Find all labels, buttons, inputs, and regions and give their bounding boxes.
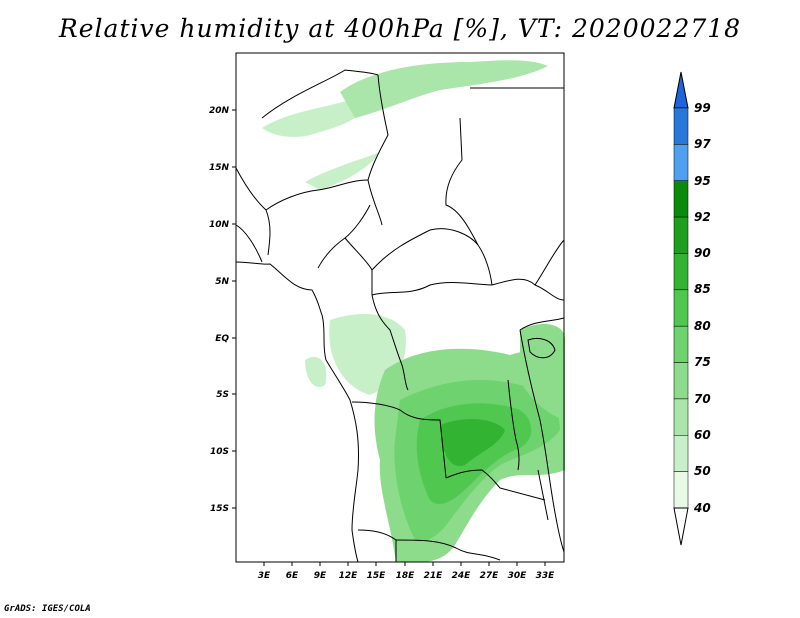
border-nigeria-cameroon (317, 204, 371, 269)
border-zambia-south (395, 539, 501, 561)
colorbar-label: 90 (694, 246, 711, 260)
lake-victoria (527, 337, 556, 359)
lat-label: 5N (215, 277, 229, 287)
border-sudan-south (491, 278, 565, 301)
colorbar: 99 97 95 92 90 85 80 75 70 60 50 40 (673, 71, 711, 546)
lon-label: 9E (314, 571, 327, 581)
border-angola-zambia (445, 469, 501, 489)
lon-label: 18E (396, 571, 416, 581)
lon-label: 6E (286, 571, 299, 581)
lon-label: 21E (424, 571, 444, 581)
rh-patch-west-2 (305, 356, 327, 388)
colorbar-box (673, 253, 689, 291)
lat-label: 10N (209, 220, 230, 230)
lon-label: 30E (508, 571, 528, 581)
credit-label: GrADS: IGES/COLA (4, 604, 91, 614)
lon-label: 15E (367, 571, 387, 581)
colorbar-box (673, 362, 689, 400)
colorbar-bottom-arrow (673, 507, 689, 546)
lon-label: 27E (480, 571, 500, 581)
colorbar-top-arrow (673, 71, 689, 109)
lat-label: 10S (210, 447, 229, 457)
colorbar-box (673, 144, 689, 181)
border-east-africa (519, 329, 565, 553)
colorbar-label: 92 (694, 210, 711, 224)
country-borders (235, 69, 565, 563)
map-frame (235, 52, 565, 563)
colorbar-label: 85 (694, 282, 711, 296)
border-congo-drc (371, 294, 409, 391)
lon-label: 3E (258, 571, 271, 581)
lon-label: 33E (536, 571, 556, 581)
lake-tanganyika (507, 379, 520, 471)
border-chad-east (445, 117, 493, 286)
border-libya (367, 74, 389, 226)
rh-patch-north (262, 96, 365, 137)
colorbar-label: 75 (694, 355, 711, 369)
lon-label: 24E (452, 571, 472, 581)
colorbar-box (673, 398, 689, 436)
colorbar-boxes (673, 107, 689, 509)
border-tanzania (499, 487, 546, 501)
lon-label: 12E (339, 571, 359, 581)
colorbar-box (673, 435, 689, 472)
border-uganda-kenya (519, 317, 565, 331)
colorbar-label: 97 (694, 137, 711, 151)
chart-title: Relative humidity at 400hPa [%], VT: 202… (58, 14, 742, 43)
coastline-west (235, 261, 359, 563)
lat-label: EQ (215, 334, 229, 344)
colorbar-box (673, 471, 689, 509)
colorbar-label: 40 (693, 501, 711, 515)
lake-malawi (537, 469, 549, 521)
border-angola-drc (351, 401, 447, 479)
colorbar-box (673, 289, 689, 327)
lat-label: 5S (216, 390, 229, 400)
colorbar-label: 50 (694, 464, 711, 478)
border-car-south (371, 282, 493, 296)
colorbar-label: 70 (694, 392, 711, 406)
border-namibia (357, 529, 397, 562)
colorbar-label: 60 (694, 428, 711, 442)
border-cameroon-chad (344, 237, 373, 295)
colorbar-label: 99 (694, 101, 711, 115)
lat-label: 20N (209, 106, 230, 116)
border-west-africa-1 (235, 167, 271, 256)
border-car-north (371, 228, 479, 271)
rh-patch-north-2 (340, 60, 548, 118)
border-ethiopia (534, 239, 565, 286)
colorbar-box (673, 216, 689, 254)
colorbar-box (673, 180, 689, 218)
colorbar-label: 95 (694, 174, 711, 188)
rh-patch-north-3 (305, 152, 380, 190)
border-west-africa-3 (235, 224, 263, 263)
lat-label: 15S (210, 504, 229, 514)
lat-axis: 20N 15N 10N 5N EQ 5S 10S 15S (209, 106, 236, 514)
humidity-field (262, 60, 565, 562)
lon-axis: 3E 6E 9E 12E 15E 18E 21E 24E 27E 30E 33E (258, 562, 555, 581)
colorbar-box (673, 325, 689, 363)
rh-patch-central-4 (440, 418, 505, 467)
colorbar-box (673, 107, 689, 145)
lat-label: 15N (209, 163, 230, 173)
border-niger-north (261, 69, 379, 119)
colorbar-label: 80 (694, 319, 711, 333)
border-west-africa-2 (265, 179, 369, 211)
